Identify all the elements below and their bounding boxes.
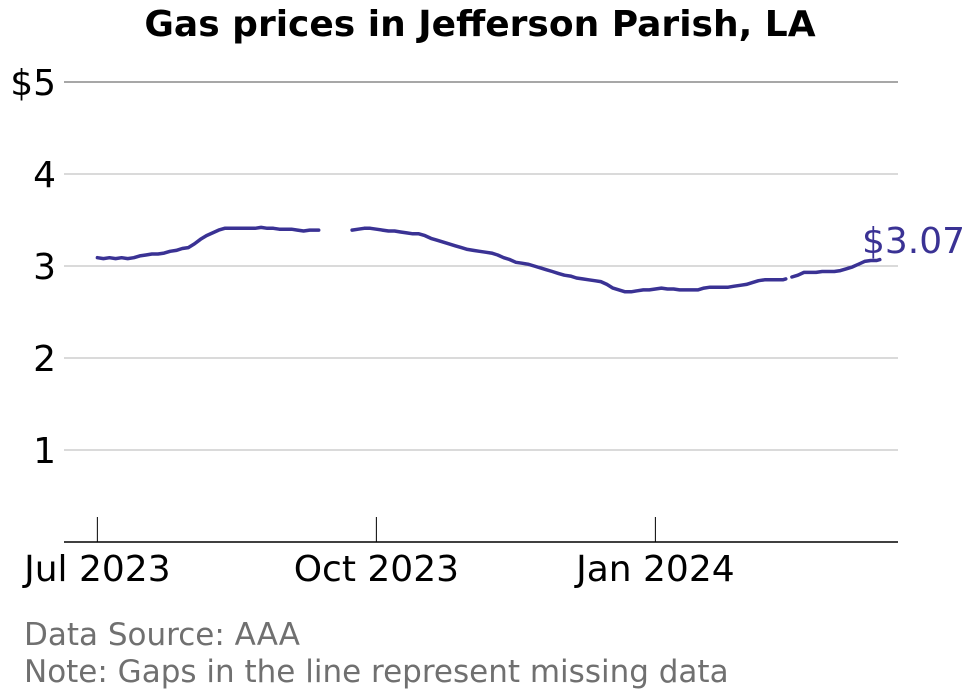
y-tick-label: 2 [33, 339, 56, 380]
y-tick-label: 1 [33, 431, 56, 472]
chart-title: Gas prices in Jefferson Parish, LA [144, 4, 816, 45]
data-source-note: Data Source: AAA [24, 617, 300, 653]
x-axis-ticks: Jul 2023 Oct 2023 Jan 2024 [22, 517, 735, 590]
line-chart: 1 2 3 4 $5 Jul 2023 Oct 2023 Jan 2024 $3.07 [10, 63, 965, 590]
price-series [95, 225, 882, 294]
price-line-segment [95, 225, 321, 261]
y-axis-tick-labels: 1 2 3 4 $5 [10, 63, 56, 472]
y-tick-label: $5 [10, 63, 56, 104]
x-tick-label: Oct 2023 [294, 549, 459, 590]
y-tick-label: 3 [33, 247, 56, 288]
y-tick-label: 4 [33, 155, 56, 196]
gridlines [64, 81, 898, 451]
price-line-segment [350, 226, 788, 294]
end-value-label: $3.07 [862, 221, 965, 262]
x-tick-label: Jul 2023 [22, 549, 171, 590]
gaps-note: Note: Gaps in the line represent missing… [24, 654, 729, 690]
x-tick-label: Jan 2024 [574, 549, 735, 590]
price-line-segment [790, 257, 882, 279]
